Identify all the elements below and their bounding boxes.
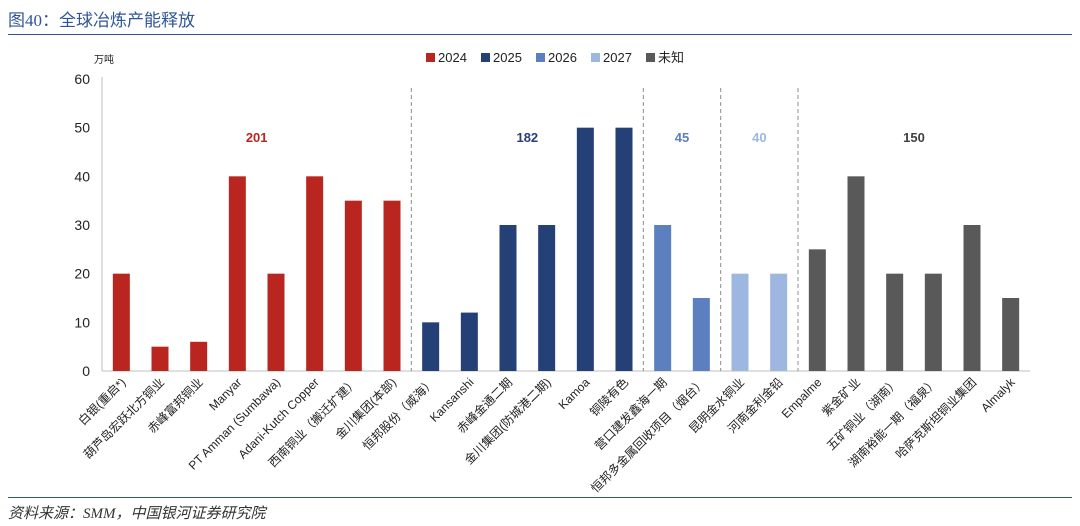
bar [383,200,401,371]
bar [151,346,169,371]
source-note: 资料来源：SMM，中国银河证券研究院 [8,506,266,522]
y-tick-label: 30 [74,217,90,233]
legend-label: 2025 [493,50,522,65]
x-tick-label: 营口建发鑫海一期 [591,375,669,453]
bar [538,225,556,371]
bar [731,273,749,371]
x-tick-label: Empalme [779,375,825,421]
bar [615,127,633,372]
group-total-label: 150 [903,130,925,145]
group-total-label: 201 [246,130,268,145]
y-axis-unit: 万吨 [94,53,114,66]
group-total-label: 45 [675,130,689,145]
bar [963,225,981,371]
legend-label: 2027 [603,50,632,65]
legend-swatch [536,53,545,62]
y-tick-label: 50 [74,120,90,136]
legend-label: 2024 [438,50,467,65]
header-rule [8,34,1072,35]
bar [344,200,362,371]
group-total-label: 182 [516,130,538,145]
x-tick-label: 恒邦股份（威海） [359,375,437,453]
bar [228,176,246,371]
bar [886,273,904,371]
bar [847,176,865,371]
legend-label: 未知 [658,50,684,65]
bar [422,322,440,371]
figure-title: 图40：全球冶炼产能释放 [8,11,195,30]
bar [808,249,826,371]
x-tick-label: 五矿铜业（湖南） [823,375,901,453]
x-tick-label: Manyar [206,375,244,413]
bar [692,298,710,371]
bar [190,341,208,371]
bar [1002,298,1020,371]
legend-swatch [646,53,655,62]
footer-rule [8,497,1072,498]
x-tick-label: Kamoa [556,375,593,412]
legend-swatch [426,53,435,62]
bar [924,273,942,371]
y-tick-label: 60 [74,71,90,87]
bar [576,127,594,372]
group-total-label: 40 [752,130,766,145]
y-tick-label: 0 [82,363,90,379]
bar [267,273,285,371]
bar [654,225,672,371]
y-tick-label: 10 [74,314,90,330]
x-tick-label: Almalyk [978,375,1018,415]
legend-swatch [481,53,490,62]
bar [112,273,130,371]
bar [499,225,517,371]
y-tick-label: 40 [74,168,90,184]
bar [770,273,788,371]
bar [306,176,324,371]
y-tick-label: 20 [74,266,90,282]
bar [460,312,478,371]
legend-swatch [591,53,600,62]
legend-label: 2026 [548,50,577,65]
